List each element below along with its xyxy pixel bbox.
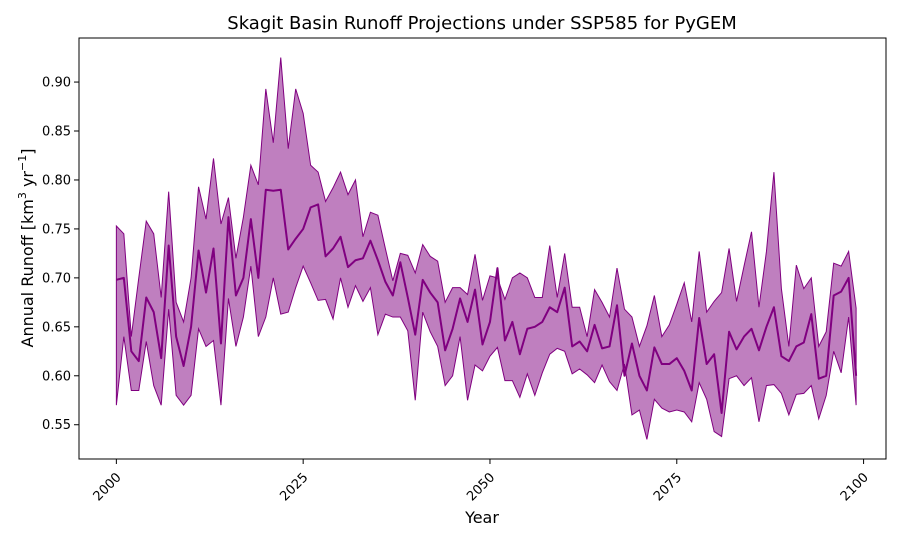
mean-runoff-line [116, 188, 858, 414]
y-tick-label: 0.65 [42, 320, 71, 335]
y-tick-label: 0.60 [42, 369, 71, 384]
y-axis-ticks: 0.55 0.60 0.65 0.70 0.75 0.80 0.85 0.90 [42, 76, 79, 433]
y-tick-label: 0.70 [42, 271, 71, 286]
y-tick-label: 0.85 [42, 125, 71, 140]
y-axis-title: Annual Runoff [km3 yr−1] [16, 149, 37, 348]
uncertainty-band [115, 57, 857, 440]
y-axis-title-end: ] [18, 149, 37, 155]
x-axis-title: Year [464, 508, 499, 527]
uncertainty-band-group [115, 57, 857, 440]
mean-line-group [116, 188, 858, 414]
y-axis-title-sup1: 3 [16, 192, 29, 199]
plot-frame [78, 37, 887, 460]
y-tick-label: 0.80 [42, 173, 71, 188]
y-axis-title-sup2: −1 [16, 155, 29, 171]
y-tick-label: 0.75 [42, 222, 71, 237]
y-tick-label: 0.90 [42, 76, 71, 91]
chart-title: Skagit Basin Runoff Projections under SS… [227, 13, 736, 34]
y-axis-title-main: Annual Runoff [km [18, 199, 37, 347]
y-axis-title-mid: yr [18, 171, 37, 193]
y-tick-label: 0.55 [42, 418, 71, 433]
